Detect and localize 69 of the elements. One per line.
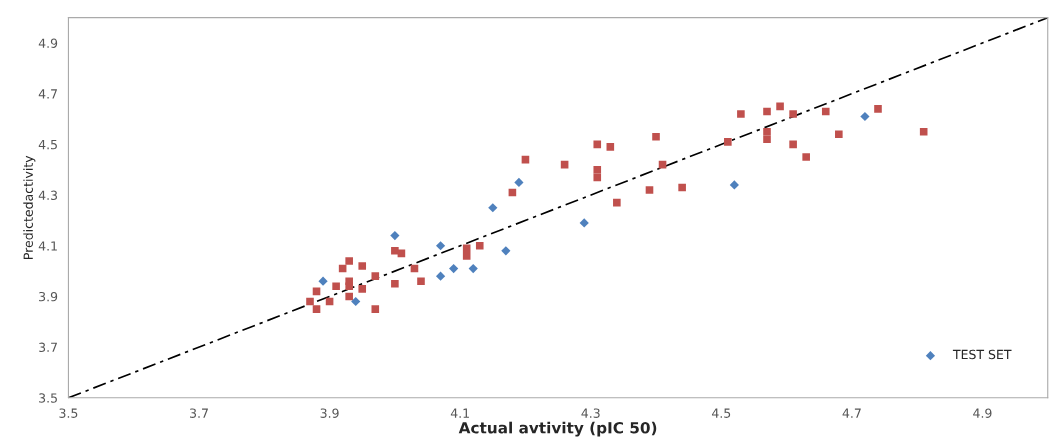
point	[763, 135, 771, 144]
point	[306, 297, 314, 306]
point	[652, 132, 660, 141]
point	[579, 218, 589, 228]
point	[435, 271, 446, 281]
x-tick-label: 4.1	[450, 408, 469, 418]
point	[593, 165, 602, 174]
point	[606, 143, 615, 151]
x-tick-label: 4.7	[842, 408, 861, 418]
point	[488, 203, 498, 213]
x-tick-label: 3.5	[59, 408, 78, 418]
point	[776, 102, 784, 111]
point	[391, 279, 399, 288]
point	[802, 153, 810, 161]
point	[468, 263, 478, 274]
point	[462, 252, 471, 260]
point	[312, 305, 321, 313]
y-tick-label: 3.9	[39, 291, 58, 302]
point	[789, 140, 797, 149]
point	[835, 130, 843, 139]
y-tick-label: 4.5	[38, 140, 57, 150]
y-tick-label: 4.9	[38, 38, 58, 48]
y-tick-label: 4.1	[38, 241, 57, 251]
x-tick-label: 3.7	[190, 408, 208, 418]
point	[332, 282, 340, 291]
point	[345, 282, 353, 291]
point	[318, 276, 328, 286]
point	[645, 186, 654, 194]
point	[763, 107, 771, 116]
point	[475, 241, 484, 250]
point	[345, 257, 353, 265]
point	[345, 292, 353, 301]
point	[821, 107, 830, 116]
point	[593, 140, 602, 149]
legend-label: TEST SET	[952, 349, 1012, 360]
point	[789, 110, 797, 118]
point	[390, 231, 400, 241]
x-tick-label: 4.3	[581, 408, 600, 418]
point	[678, 183, 686, 192]
point	[763, 127, 771, 136]
point	[593, 173, 602, 182]
x-tick-label: 3.9	[320, 408, 339, 418]
point	[874, 105, 882, 113]
x-tick-label: 4.9	[973, 408, 992, 418]
point	[449, 263, 459, 274]
point	[417, 277, 425, 286]
y-tick-label: 3.5	[39, 393, 57, 403]
point	[371, 272, 380, 280]
point	[462, 244, 471, 253]
y-axis-title: Predictedactivity	[23, 155, 36, 259]
point	[358, 262, 367, 270]
y-tick-label: 4.7	[38, 89, 57, 99]
point	[358, 285, 367, 293]
point	[729, 180, 739, 190]
point	[919, 127, 928, 136]
point	[860, 111, 870, 122]
point	[724, 138, 732, 146]
point	[371, 305, 380, 313]
y-tick-label: 3.7	[39, 342, 57, 353]
point	[435, 241, 446, 251]
point	[514, 177, 524, 188]
x-axis-title: Actual avtivity (pIC 50)	[458, 421, 657, 437]
point	[737, 110, 745, 118]
point	[391, 247, 399, 255]
x-tick-label: 4.5	[711, 408, 731, 418]
y-tick-label: 4.3	[38, 190, 58, 200]
point	[613, 198, 621, 207]
point	[351, 296, 361, 307]
point	[501, 246, 511, 256]
